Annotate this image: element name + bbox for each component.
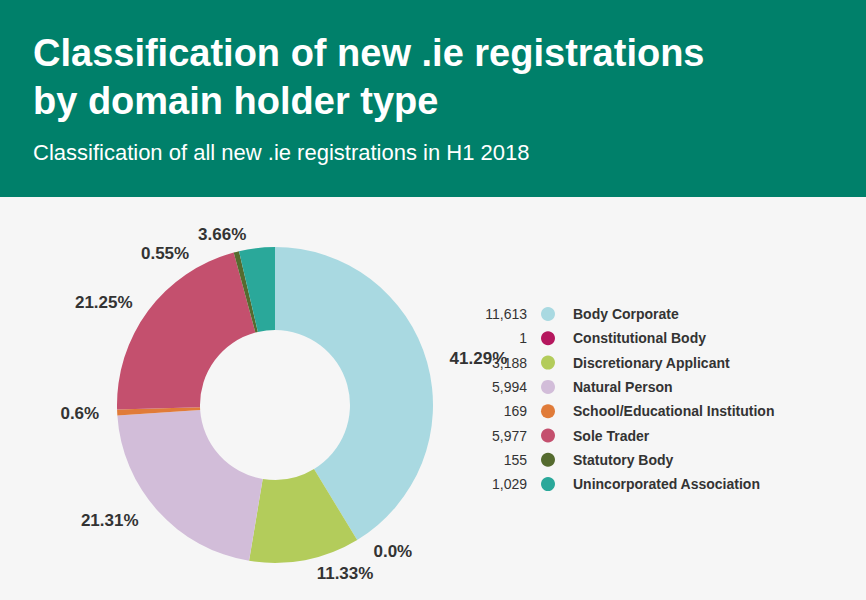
svg-text:0.0%: 0.0% (373, 542, 412, 561)
svg-text:1: 1 (519, 330, 527, 346)
svg-text:3,188: 3,188 (492, 355, 527, 371)
svg-text:Sole Trader: Sole Trader (573, 428, 650, 444)
svg-text:21.31%: 21.31% (81, 511, 139, 530)
svg-text:0.55%: 0.55% (141, 244, 189, 263)
svg-text:21.25%: 21.25% (75, 293, 133, 312)
svg-text:11.33%: 11.33% (317, 564, 374, 583)
svg-text:School/Educational Institution: School/Educational Institution (573, 403, 774, 419)
svg-text:Body Corporate: Body Corporate (573, 306, 679, 322)
svg-text:155: 155 (504, 452, 528, 468)
svg-text:41.29%: 41.29% (449, 349, 508, 368)
svg-text:0.6%: 0.6% (60, 404, 99, 423)
svg-text:11,613: 11,613 (485, 306, 527, 322)
svg-text:Constitutional Body: Constitutional Body (573, 330, 706, 346)
svg-text:Classification of all new .ie: Classification of all new .ie registrati… (33, 140, 529, 165)
svg-text:Natural Person: Natural Person (573, 379, 673, 395)
svg-text:169: 169 (504, 403, 528, 419)
svg-text:Unincorporated Association: Unincorporated Association (573, 476, 760, 492)
svg-text:3.66%: 3.66% (198, 225, 246, 244)
svg-text:5,994: 5,994 (492, 379, 527, 395)
svg-text:Classification of new .ie regi: Classification of new .ie registrations (33, 32, 705, 74)
svg-text:by domain holder type: by domain holder type (33, 80, 438, 122)
svg-text:1,029: 1,029 (492, 476, 527, 492)
svg-text:Discretionary Applicant: Discretionary Applicant (573, 355, 730, 371)
svg-text:Statutory Body: Statutory Body (573, 452, 674, 468)
svg-text:5,977: 5,977 (492, 428, 527, 444)
